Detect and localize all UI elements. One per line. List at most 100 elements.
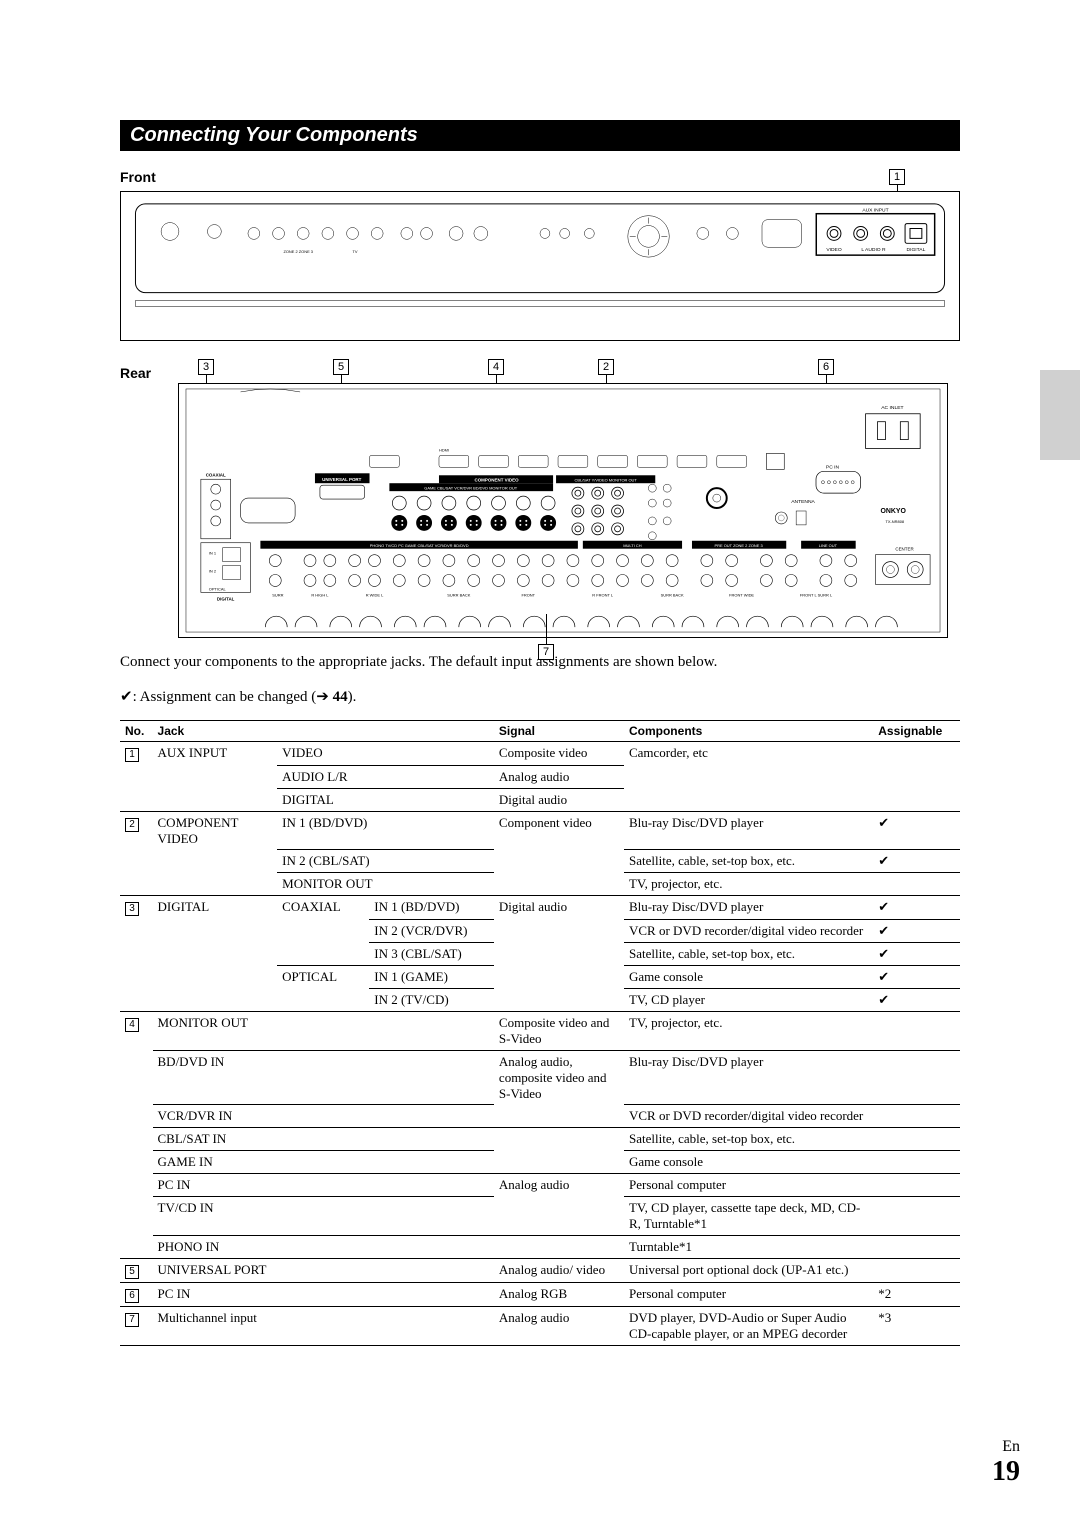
cell: ✔ [873,942,960,965]
table-row: IN 3 (CBL/SAT) Satellite, cable, set-top… [120,942,960,965]
svg-text:DIGITAL: DIGITAL [217,596,235,601]
num-7: 7 [125,1313,139,1327]
svg-text:AUX INPUT: AUX INPUT [862,208,888,214]
cell: Composite video [494,742,624,766]
svg-text:IN 2: IN 2 [209,569,216,574]
cell: IN 1 (BD/DVD) [369,896,494,920]
svg-text:COAXIAL: COAXIAL [206,472,226,477]
cell: Analog audio [494,765,624,788]
callout-1: 1 [889,169,905,185]
th-signal: Signal [494,721,624,742]
svg-text:HDMI: HDMI [439,447,449,452]
svg-text:DIGITAL: DIGITAL [907,247,926,253]
svg-text:ANTENNA: ANTENNA [791,499,815,505]
page-footer: En 19 [992,1438,1020,1488]
table-row: 2 COMPONENT VIDEO IN 1 (BD/DVD) Componen… [120,811,960,850]
cell: Composite video and S-Video [494,1011,624,1050]
svg-text:UNIVERSAL PORT: UNIVERSAL PORT [322,477,362,482]
io-table: No. Jack Signal Components Assignable 1 … [120,720,960,1346]
cell: Personal computer [624,1283,873,1307]
svg-text:OPTICAL: OPTICAL [209,586,227,591]
svg-text:L AUDIO R: L AUDIO R [861,247,886,253]
svg-text:IN 1: IN 1 [209,551,216,556]
lang-label: En [992,1438,1020,1456]
section-title: Connecting Your Components [120,120,960,151]
svg-text:ONKYO: ONKYO [880,508,906,515]
cell: VIDEO [277,742,494,766]
cell: DIGITAL [153,896,278,920]
svg-text:SURR BACK: SURR BACK [447,592,470,597]
cell: Blu-ray Disc/DVD player [624,1050,873,1105]
cell: ✔ [873,965,960,988]
cell: ✔ [873,988,960,1011]
cell: *2 [873,1283,960,1307]
cell: VCR/DVR IN [153,1105,494,1128]
cell: IN 1 (BD/DVD) [277,811,494,850]
table-row: GAME IN Game console [120,1151,960,1174]
cell: Component video [494,811,624,850]
svg-text:SURR BACK: SURR BACK [661,592,684,597]
cell: Digital audio [494,896,624,920]
cell: IN 2 (TV/CD) [369,988,494,1011]
check-close: ). [348,689,357,705]
svg-text:AC INLET: AC INLET [881,405,903,411]
table-row: 7 Multichannel input Analog audio DVD pl… [120,1307,960,1346]
cell: MONITOR OUT [277,873,494,896]
cell: Digital audio [494,788,624,811]
svg-text:CBL/SAT Y/VIDEO MONITOR OUT: CBL/SAT Y/VIDEO MONITOR OUT [575,478,638,483]
num-1: 1 [125,748,139,762]
th-assignable: Assignable [873,721,960,742]
cell [873,742,960,766]
line [546,614,547,644]
svg-text:CENTER: CENTER [895,547,914,552]
svg-text:SURR: SURR [272,592,283,597]
callout-4: 4 [488,359,504,375]
svg-text:TX-NR808: TX-NR808 [885,519,904,524]
table-row: CBL/SAT IN Satellite, cable, set-top box… [120,1128,960,1151]
svg-text:PRE OUT ZONE 2 ZONE 3: PRE OUT ZONE 2 ZONE 3 [714,543,763,548]
svg-text:COMPONENT VIDEO: COMPONENT VIDEO [475,478,520,483]
cell: PHONO IN [153,1236,494,1259]
svg-text:FRONT: FRONT [521,592,535,597]
cell: Turntable*1 [624,1236,873,1259]
cell: Camcorder, etc [624,742,873,766]
svg-text:LINE OUT: LINE OUT [819,543,838,548]
th-no: No. [120,721,153,742]
num-6: 6 [125,1289,139,1303]
front-label: Front [120,169,960,185]
callout-3: 3 [198,359,214,375]
cell: ✔ [873,850,960,873]
cell: Game console [624,1151,873,1174]
check-page: 44 [329,689,348,705]
cell: UNIVERSAL PORT [153,1259,494,1283]
cell: Analog RGB [494,1283,624,1307]
front-panel: AUX INPUT VIDEO L AUDIO R DIGITAL ZONE 2… [120,191,960,341]
num-5: 5 [125,1265,139,1279]
cell: Satellite, cable, set-top box, etc. [624,1128,873,1151]
table-row: DIGITAL Digital audio [120,788,960,811]
svg-text:FRONT L SURR L: FRONT L SURR L [800,592,833,597]
page-number: 19 [992,1456,1020,1488]
cell: PC IN [153,1174,494,1197]
table-row: TV/CD IN TV, CD player, cassette tape de… [120,1197,960,1236]
svg-text:VIDEO: VIDEO [826,247,841,253]
table-row: IN 2 (CBL/SAT) Satellite, cable, set-top… [120,850,960,873]
th-components: Components [624,721,873,742]
cell: COAXIAL [277,896,369,920]
num-2: 2 [125,818,139,832]
table-row: PC IN Analog audio Personal computer [120,1174,960,1197]
cell: Analog audio [494,1307,624,1346]
table-row: 6 PC IN Analog RGB Personal computer *2 [120,1283,960,1307]
cell: IN 2 (CBL/SAT) [277,850,494,873]
cell: OPTICAL [277,965,369,988]
callout-6: 6 [818,359,834,375]
check-text: ✔: Assignment can be changed (➔ 44). [120,687,960,706]
svg-text:R FRONT L: R FRONT L [592,592,614,597]
cell: AUX INPUT [153,742,278,766]
cell: IN 1 (GAME) [369,965,494,988]
cell: VCR or DVD recorder/digital video record… [624,919,873,942]
table-header: No. Jack Signal Components Assignable [120,721,960,742]
cell: VCR or DVD recorder/digital video record… [624,1105,873,1128]
cell: Analog audio [494,1174,624,1197]
check-icon: ✔ [120,689,133,705]
